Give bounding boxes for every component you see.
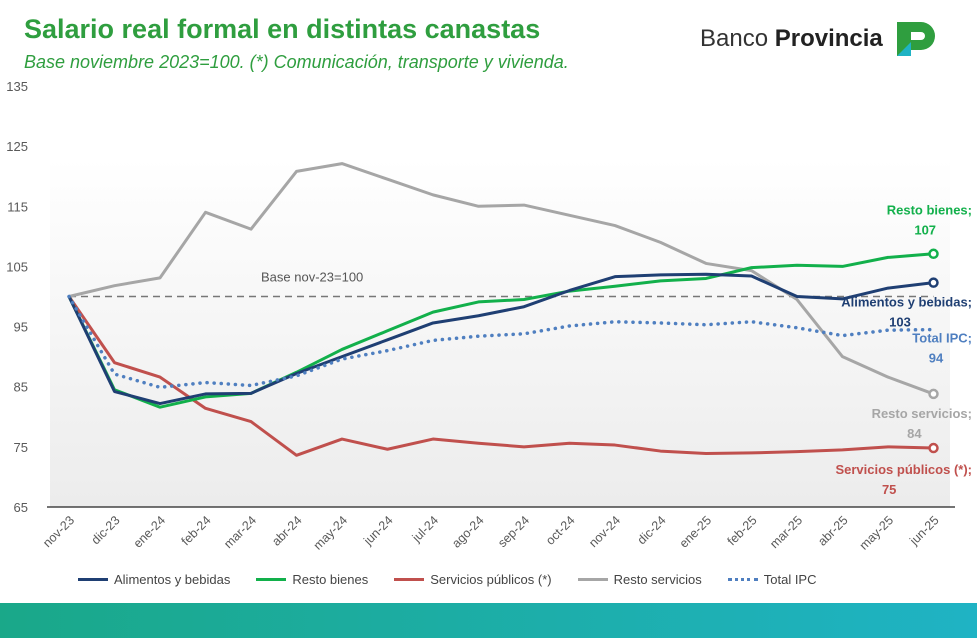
series-end-marker bbox=[928, 388, 939, 400]
x-tick-label: jul-24 bbox=[409, 513, 441, 545]
x-tick-label: abr-24 bbox=[269, 513, 304, 548]
series-line-resto-bienes bbox=[67, 252, 934, 409]
chart-legend: Alimentos y bebidas Resto bienes Servicios… bbox=[78, 572, 817, 587]
legend-swatch bbox=[256, 578, 287, 581]
reference-line-label: Base nov-23=100 bbox=[261, 270, 363, 285]
x-tick-label: may-24 bbox=[311, 513, 350, 552]
x-tick-label: ene-24 bbox=[131, 513, 168, 550]
legend-label: Resto servicios bbox=[613, 572, 702, 587]
y-tick-label: 135 bbox=[6, 79, 28, 94]
legend-label: Servicios públicos (*) bbox=[430, 572, 552, 587]
data-label-value: 94 bbox=[929, 351, 944, 366]
data-label-value: 84 bbox=[907, 426, 922, 441]
chart-subtitle: Base noviembre 2023=100. (*) Comunicació… bbox=[24, 52, 569, 72]
data-label-value: 103 bbox=[889, 315, 911, 330]
series-end-marker bbox=[928, 248, 939, 260]
y-tick-label: 105 bbox=[6, 259, 28, 274]
data-label-name: Resto servicios; bbox=[872, 406, 972, 421]
legend-swatch bbox=[577, 578, 608, 581]
legend-item: Alimentos y bebidas bbox=[78, 572, 230, 587]
x-tick-label: dic-24 bbox=[635, 513, 669, 547]
x-tick-label: jun-24 bbox=[360, 513, 395, 548]
legend-item: Servicios públicos (*) bbox=[394, 572, 552, 587]
x-tick-label: mar-25 bbox=[767, 513, 805, 551]
legend-swatch bbox=[394, 578, 425, 581]
chart-title: Salario real formal en distintas canasta… bbox=[24, 14, 541, 44]
line-chart: 65 75 85 95 105 115 125 135 nov-23 dic-23 ene-24 fe… bbox=[6, 79, 972, 553]
plot-background bbox=[50, 158, 950, 507]
footer-bar bbox=[0, 603, 977, 638]
y-tick-label: 65 bbox=[14, 500, 28, 515]
legend-item: Resto servicios bbox=[577, 572, 702, 587]
logo-text-bold: Provincia bbox=[774, 25, 883, 52]
y-tick-label: 75 bbox=[14, 440, 28, 455]
legend-item: Resto bienes bbox=[256, 572, 368, 587]
x-tick-label: jun-25 bbox=[906, 513, 941, 548]
x-tick-label: ene-25 bbox=[677, 513, 714, 550]
y-tick-label: 95 bbox=[14, 320, 28, 335]
x-tick-label: nov-23 bbox=[40, 513, 77, 550]
data-label-value: 107 bbox=[914, 222, 936, 237]
data-label-name: Alimentos y bebidas; bbox=[841, 295, 972, 310]
series-end-marker bbox=[928, 277, 939, 288]
x-tick-label: abr-25 bbox=[815, 513, 850, 548]
series-line-alimentos-y-bebidas bbox=[67, 272, 934, 406]
y-tick-label: 85 bbox=[14, 380, 28, 395]
logo-p-icon bbox=[896, 22, 935, 56]
x-tick-label: dic-23 bbox=[89, 513, 123, 547]
data-label-value: 75 bbox=[882, 482, 896, 497]
legend-swatch bbox=[727, 578, 758, 581]
legend-label: Alimentos y bebidas bbox=[114, 572, 231, 587]
x-tick-label: may-25 bbox=[857, 513, 896, 552]
x-tick-label: oct-24 bbox=[543, 513, 577, 547]
legend-item: Total IPC bbox=[727, 572, 817, 587]
legend-swatch bbox=[78, 578, 108, 581]
logo-text-regular: Banco bbox=[700, 25, 769, 52]
series-line-total-ipc bbox=[67, 294, 934, 390]
x-tick-label: nov-24 bbox=[586, 513, 623, 550]
x-tick-label: ago-24 bbox=[449, 513, 486, 550]
x-tick-label: feb-24 bbox=[179, 513, 214, 548]
x-tick-label: feb-25 bbox=[725, 513, 760, 548]
legend-label: Resto bienes bbox=[292, 572, 369, 587]
x-tick-label: mar-24 bbox=[221, 513, 259, 551]
y-tick-label: 115 bbox=[7, 199, 28, 214]
x-tick-label: sep-24 bbox=[495, 513, 532, 550]
data-label-name: Servicios públicos (*); bbox=[835, 462, 972, 477]
series-end-marker bbox=[928, 442, 939, 454]
series-line-servicios-p-blicos- bbox=[67, 295, 934, 457]
y-tick-label: 125 bbox=[6, 139, 28, 154]
legend-label: Total IPC bbox=[763, 572, 817, 587]
data-label-name: Resto bienes; bbox=[887, 202, 972, 217]
bank-logo: Banco Provincia bbox=[700, 18, 939, 60]
data-label-name: Total IPC; bbox=[912, 331, 972, 346]
